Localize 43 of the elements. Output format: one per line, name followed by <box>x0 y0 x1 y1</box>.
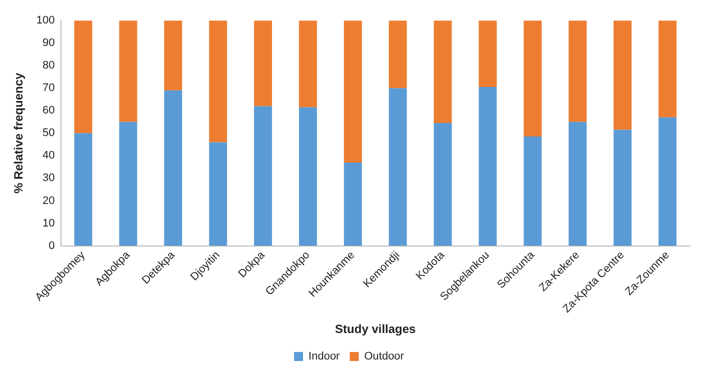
y-tick-label: 10 <box>42 217 55 230</box>
bar <box>254 106 272 246</box>
y-tick-label: 40 <box>42 150 55 162</box>
bar <box>434 20 452 124</box>
bar <box>164 90 182 246</box>
bar <box>298 20 317 108</box>
y-tick-label: 30 <box>42 172 55 184</box>
bar <box>344 162 362 246</box>
y-tick-label: 0 <box>48 240 55 252</box>
bar <box>568 20 587 122</box>
bar <box>119 20 138 122</box>
bar <box>164 20 182 90</box>
bar <box>478 87 497 246</box>
y-tick-label: 20 <box>42 194 55 207</box>
y-tick-label: 100 <box>36 14 55 27</box>
bar <box>298 107 317 246</box>
bar <box>74 20 92 134</box>
bar <box>658 117 677 246</box>
bar <box>568 122 587 246</box>
bar <box>478 20 497 88</box>
y-tick-label: 70 <box>42 82 55 94</box>
y-tick-label: 60 <box>42 104 55 117</box>
bar <box>344 20 362 162</box>
y-tick-label: 80 <box>42 60 55 72</box>
bar <box>658 20 677 118</box>
bar <box>119 122 138 246</box>
legend-label: Outdoor <box>364 350 404 363</box>
bar <box>614 130 632 246</box>
bar <box>524 20 542 137</box>
legend-label: Indoor <box>308 350 340 363</box>
bar <box>388 88 407 246</box>
y-tick-label: 90 <box>42 37 55 50</box>
x-axis-title: Study villages <box>335 322 416 336</box>
bar <box>524 136 542 246</box>
bar <box>434 123 452 246</box>
bar <box>209 20 228 142</box>
y-tick-label: 50 <box>42 127 55 140</box>
bar <box>209 142 228 246</box>
bar <box>74 133 92 246</box>
bar <box>614 20 632 130</box>
y-axis-title: % Relative frequency <box>12 72 26 194</box>
bar <box>254 20 272 106</box>
bar <box>388 20 407 88</box>
